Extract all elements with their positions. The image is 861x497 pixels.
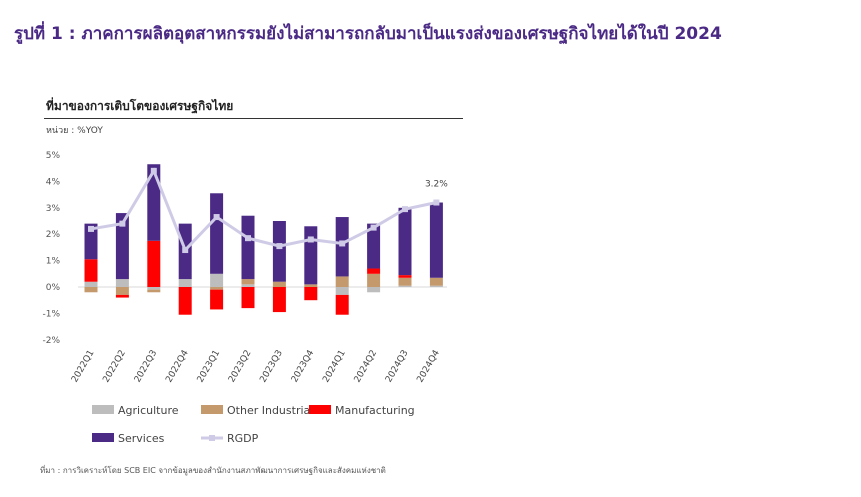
legend-swatch-other-industrial bbox=[201, 405, 223, 414]
y-tick-label: 2% bbox=[46, 230, 61, 240]
bar-agriculture-2023Q1 bbox=[210, 273, 224, 287]
legend-label: Manufacturing bbox=[335, 404, 415, 417]
bar-services-2023Q4 bbox=[304, 226, 318, 285]
rgdp-point-2022Q4 bbox=[182, 247, 189, 254]
bar-other-industrial-2022Q2 bbox=[115, 287, 129, 295]
bar-agriculture-2024Q2 bbox=[367, 287, 381, 293]
rgdp-point-2023Q1 bbox=[213, 214, 220, 221]
unit-label: หน่วย : %YOY bbox=[46, 126, 103, 136]
legend-marker-rgdp bbox=[209, 435, 215, 441]
bar-manufacturing-2024Q2 bbox=[367, 268, 381, 274]
rgdp-point-2024Q1 bbox=[339, 240, 346, 247]
y-tick-label: 3% bbox=[46, 204, 61, 214]
y-axis: 5% 4% 3% 2% 1% 0% -1% -2% bbox=[42, 151, 447, 346]
bar-services-2023Q3 bbox=[272, 221, 286, 282]
bar-other-industrial-2023Q4 bbox=[304, 284, 318, 287]
y-tick-label: 0% bbox=[46, 283, 61, 293]
bar-other-industrial-2024Q3 bbox=[398, 277, 412, 286]
source-note: ที่มา : การวิเคราะห์โดย SCB EIC จากข้อมู… bbox=[40, 466, 386, 475]
bar-manufacturing-2023Q3 bbox=[272, 287, 286, 313]
bar-other-industrial-2024Q2 bbox=[367, 273, 381, 287]
legend-label: Services bbox=[118, 432, 165, 445]
legend: Agriculture Other Industrial Manufacturing… bbox=[92, 404, 415, 445]
bar-manufacturing-2023Q4 bbox=[304, 287, 318, 301]
x-tick-label: 2024Q3 bbox=[384, 349, 411, 385]
legend-swatch-services bbox=[92, 433, 114, 442]
y-tick-label: -1% bbox=[42, 309, 60, 319]
bar-manufacturing-2022Q4 bbox=[178, 287, 192, 315]
page-headline: รูปที่ 1 : ภาคการผลิตอุตสาหกรรมยังไม่สาม… bbox=[14, 24, 722, 44]
legend-swatch-manufacturing bbox=[309, 405, 331, 414]
bar-services-2022Q2 bbox=[115, 213, 129, 280]
rgdp-point-2024Q4 bbox=[433, 199, 440, 206]
x-tick-label: 2022Q3 bbox=[133, 349, 160, 385]
annotation: 3.2% bbox=[425, 180, 448, 190]
rgdp-data-label: 3.2% bbox=[425, 180, 448, 190]
bar-series bbox=[84, 164, 443, 315]
title-divider bbox=[44, 118, 463, 119]
bar-agriculture-2022Q1 bbox=[84, 281, 98, 287]
bar-agriculture-2022Q3 bbox=[147, 287, 161, 290]
bar-manufacturing-2023Q1 bbox=[210, 289, 224, 310]
bar-other-industrial-2023Q3 bbox=[272, 281, 286, 287]
x-tick-label: 2023Q2 bbox=[227, 349, 254, 385]
x-tick-label: 2022Q1 bbox=[70, 349, 97, 385]
rgdp-point-2024Q2 bbox=[370, 224, 377, 231]
bar-services-2024Q4 bbox=[429, 202, 443, 278]
bar-agriculture-2022Q4 bbox=[178, 279, 192, 287]
bar-other-industrial-2023Q2 bbox=[241, 279, 255, 285]
bar-agriculture-2024Q1 bbox=[335, 287, 349, 295]
bar-services-2023Q2 bbox=[241, 215, 255, 280]
rgdp-line-path bbox=[90, 167, 437, 253]
bar-other-industrial-2022Q1 bbox=[84, 287, 98, 293]
bar-manufacturing-2024Q3 bbox=[398, 275, 412, 278]
y-tick-label: -2% bbox=[42, 336, 60, 346]
rgdp-point-2022Q2 bbox=[119, 220, 126, 227]
rgdp-point-2024Q3 bbox=[402, 206, 408, 213]
x-tick-label: 2023Q3 bbox=[258, 349, 285, 385]
bar-manufacturing-2023Q2 bbox=[241, 287, 255, 309]
x-tick-label: 2024Q2 bbox=[353, 349, 380, 385]
bar-manufacturing-2022Q2 bbox=[115, 294, 129, 298]
bar-agriculture-2024Q3 bbox=[398, 285, 412, 287]
bar-services-2022Q1 bbox=[84, 223, 98, 260]
bar-agriculture-2022Q2 bbox=[115, 279, 129, 287]
legend-label: Agriculture bbox=[118, 404, 179, 417]
rgdp-point-2023Q2 bbox=[245, 235, 251, 242]
bar-services-2024Q3 bbox=[398, 207, 412, 276]
bar-agriculture-2024Q4 bbox=[429, 285, 443, 287]
y-tick-label: 1% bbox=[46, 257, 61, 267]
bar-manufacturing-2022Q1 bbox=[84, 259, 98, 282]
bar-other-industrial-2024Q1 bbox=[335, 276, 349, 287]
bar-manufacturing-2024Q1 bbox=[335, 294, 349, 315]
rgdp-line bbox=[88, 167, 440, 254]
bar-other-industrial-2024Q4 bbox=[429, 277, 443, 286]
legend-label: Other Industrial bbox=[227, 404, 313, 417]
x-tick-label: 2022Q4 bbox=[164, 348, 191, 384]
rgdp-point-2022Q1 bbox=[88, 225, 94, 232]
y-tick-label: 4% bbox=[46, 177, 61, 187]
bar-services-2024Q2 bbox=[367, 223, 381, 269]
rgdp-point-2023Q3 bbox=[276, 243, 283, 250]
bar-services-2023Q1 bbox=[210, 193, 224, 274]
x-tick-label: 2022Q2 bbox=[101, 349, 128, 385]
chart-title: ที่มาของการเติบโตของเศรษฐกิจไทย bbox=[46, 99, 234, 113]
bar-other-industrial-2023Q1 bbox=[210, 287, 224, 290]
x-axis: 2022Q1 2022Q2 2022Q3 2022Q4 2023Q1 2023Q2 2023… bbox=[70, 348, 442, 384]
bar-manufacturing-2022Q3 bbox=[147, 240, 161, 287]
x-tick-label: 2023Q1 bbox=[196, 349, 223, 385]
x-tick-label: 2024Q4 bbox=[415, 348, 442, 384]
bar-agriculture-2023Q2 bbox=[241, 284, 255, 287]
bar-other-industrial-2022Q3 bbox=[147, 289, 161, 293]
rgdp-point-2022Q3 bbox=[150, 167, 157, 174]
x-tick-label: 2024Q1 bbox=[321, 349, 348, 385]
bar-services-2024Q1 bbox=[335, 217, 349, 277]
legend-swatch-agriculture bbox=[92, 405, 114, 414]
legend-label: RGDP bbox=[227, 432, 259, 445]
y-tick-label: 5% bbox=[46, 151, 61, 161]
rgdp-point-2023Q4 bbox=[307, 236, 314, 243]
x-tick-label: 2023Q4 bbox=[290, 348, 317, 384]
bar-services-2022Q3 bbox=[147, 164, 161, 241]
